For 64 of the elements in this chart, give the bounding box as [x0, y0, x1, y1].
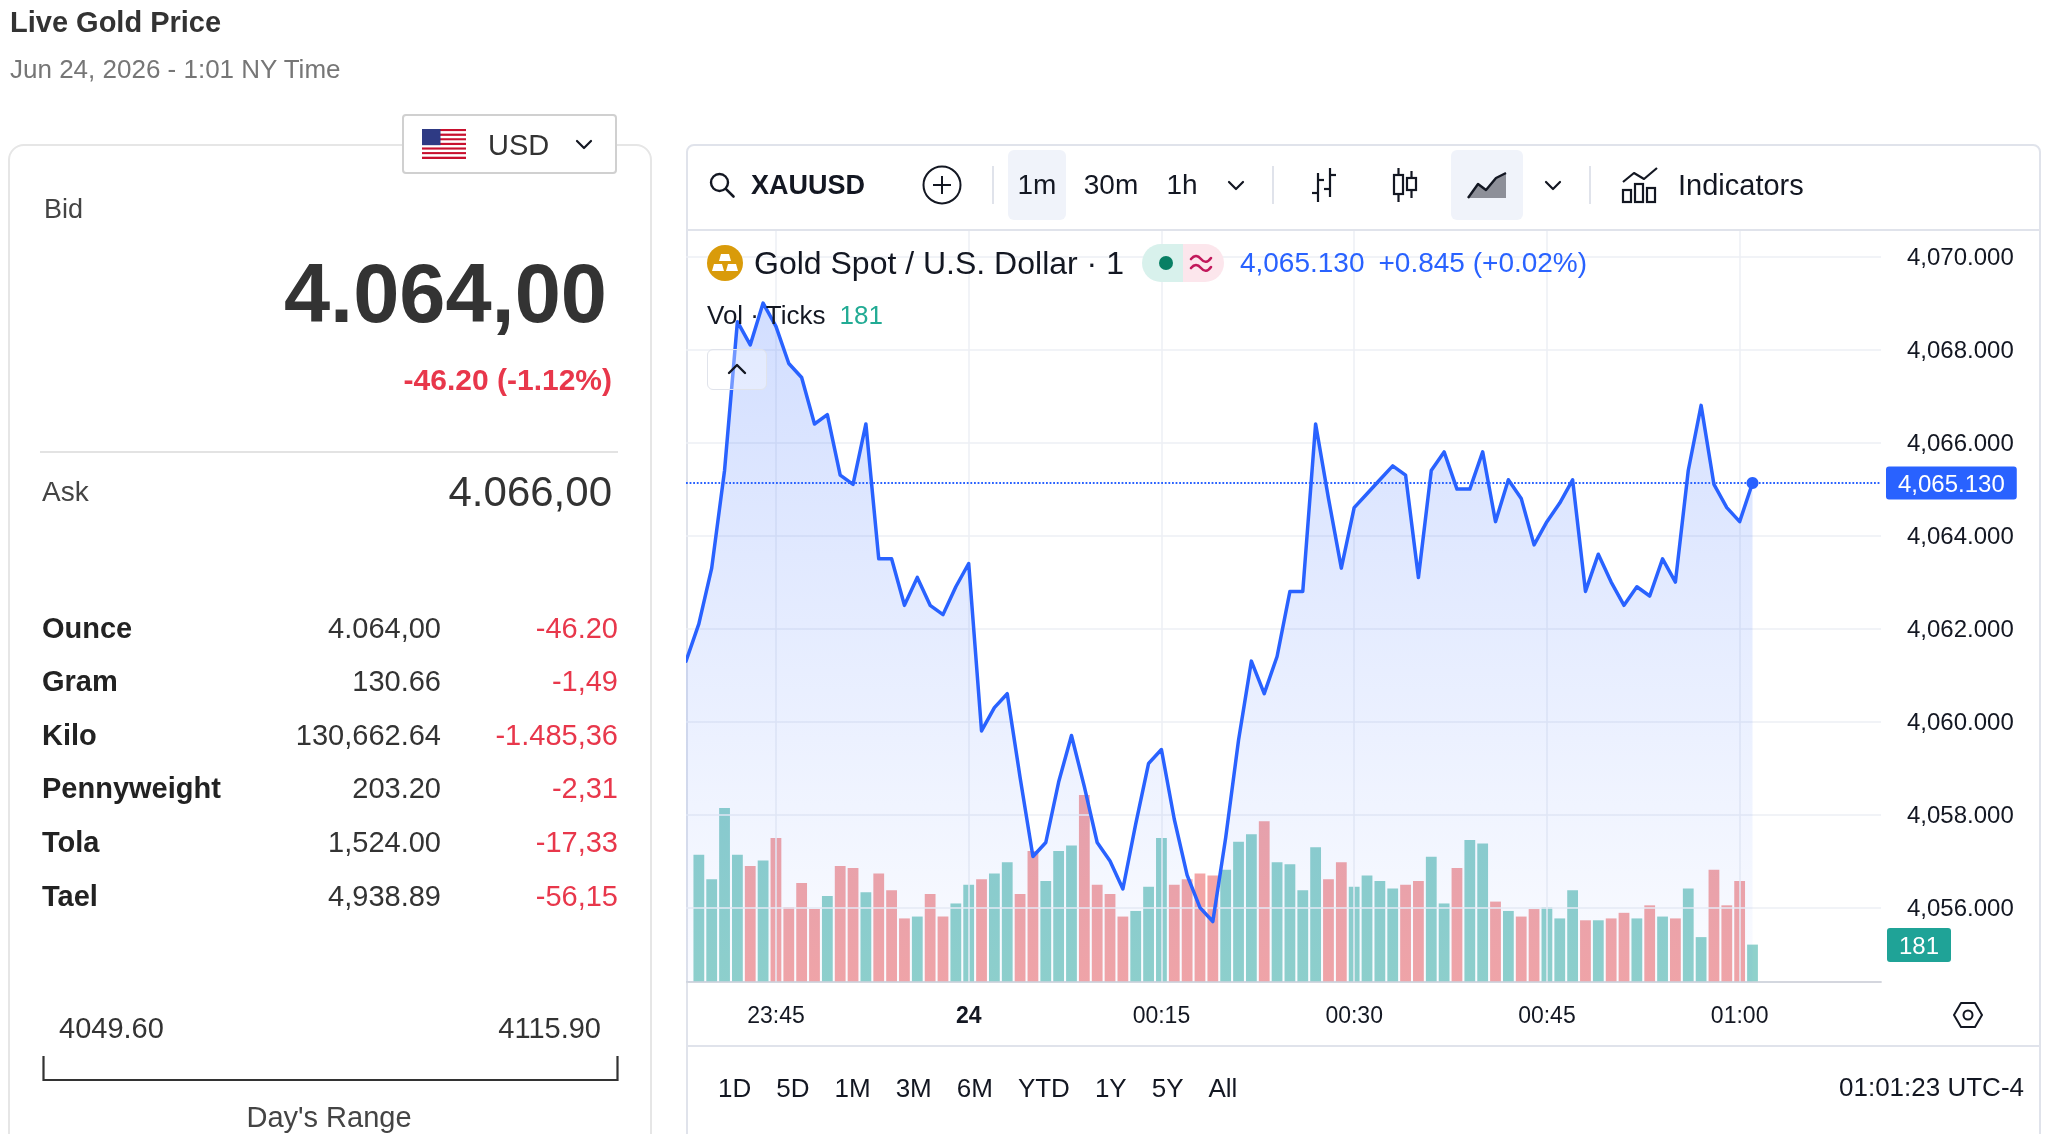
text: Day's Range [246, 1099, 412, 1134]
text: 1,524.00 [328, 825, 441, 860]
text: 4.064,00 [283, 246, 607, 343]
text: 01:01:23 UTC-4 [1839, 1072, 2024, 1104]
text: 4.064,00 [328, 610, 441, 646]
x-tick-label: 01:00 [1710, 1001, 1769, 1028]
text: 1M [834, 1072, 871, 1104]
text: Bid [44, 192, 84, 225]
text: Jun 24, 2026 - 1:01 NY Time [10, 54, 341, 86]
text: Live Gold Price [10, 4, 222, 40]
text: -1,49 [551, 664, 618, 700]
x-tick-label: 00:45 [1518, 1001, 1576, 1028]
text: Kilo [42, 717, 97, 753]
text: 4,938.89 [328, 878, 441, 914]
text: 1m [1017, 168, 1057, 203]
y-tick-label: 4,058.000 [1907, 801, 2014, 829]
text: -2,31 [551, 771, 618, 807]
y-tick-label: 4,062.000 [1907, 615, 2014, 643]
x-tick-label: 00:30 [1325, 1001, 1383, 1028]
text: Ounce [42, 610, 133, 646]
text: 4.066,00 [448, 466, 612, 517]
text: Pennyweight [42, 771, 221, 807]
text: 130.66 [352, 664, 441, 700]
text: 5Y [1151, 1072, 1184, 1104]
text: Tola [42, 825, 100, 860]
text: Indicators [1678, 167, 1804, 203]
x-tick-label: 24 [955, 1001, 982, 1028]
y-tick-label: 4,070.000 [1907, 243, 2014, 271]
y-tick-label: 4,056.000 [1907, 894, 2014, 922]
ref-line-label: 4,065.130 [1898, 469, 2005, 497]
text: 203.20 [352, 771, 441, 807]
text: -46.20 [535, 610, 618, 646]
text: 6M [956, 1072, 993, 1104]
chart-title: Gold Spot / U.S. Dollar · 1 [754, 244, 1124, 282]
text: -17,33 [535, 825, 618, 860]
text: XAUUSD [751, 168, 866, 201]
x-tick-label: 00:15 [1132, 1001, 1191, 1028]
annotation: 4,065.130 [1239, 246, 1365, 280]
text: 4049.60 [59, 1010, 164, 1046]
y-tick-label: 4,068.000 [1907, 336, 2014, 364]
text: 1D [718, 1072, 752, 1104]
text: YTD [1017, 1072, 1070, 1104]
text: -1.485,36 [495, 717, 618, 753]
annotation: +0.845 (+0.02%) [1378, 246, 1588, 280]
text: 5D [776, 1072, 810, 1104]
text: 130,662.64 [295, 717, 441, 753]
text: -46.20 (-1.12%) [403, 362, 612, 398]
text: 4115.90 [498, 1010, 601, 1046]
text: 1h [1166, 168, 1198, 203]
text: Ask [42, 475, 89, 510]
text: 3M [895, 1072, 932, 1104]
text: 1Y [1094, 1072, 1127, 1104]
text: Tael [42, 878, 98, 914]
text: Gram [42, 664, 118, 700]
y-tick-label: 4,060.000 [1907, 708, 2014, 736]
x-tick-label: 23:45 [747, 1001, 805, 1028]
text: 181 [1887, 927, 1952, 962]
text: All [1208, 1072, 1238, 1104]
y-tick-label: 4,066.000 [1907, 429, 2014, 457]
y-tick-label: 4,064.000 [1907, 522, 2014, 550]
annotation: 181 [839, 299, 883, 331]
text: 30m [1083, 168, 1139, 203]
text: USD [488, 127, 550, 163]
text: -56,15 [535, 878, 618, 914]
